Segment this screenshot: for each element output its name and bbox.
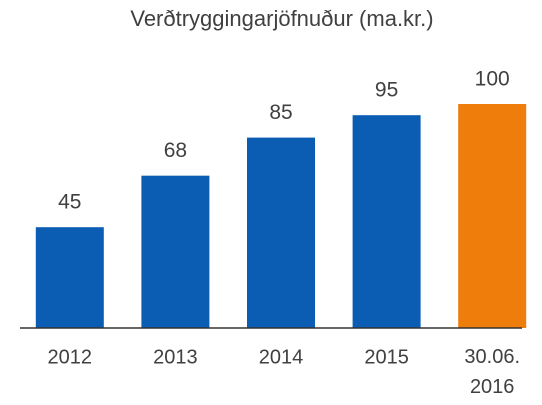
x-tick-label: 30.06. 2016 [464, 346, 520, 398]
data-label: 45 [58, 191, 81, 214]
x-tick-label: 2012 [48, 346, 93, 368]
bar [458, 104, 527, 328]
bar [141, 175, 210, 328]
data-label: 68 [164, 139, 187, 162]
x-tick-label: 2014 [259, 346, 304, 368]
bar [247, 137, 315, 328]
data-label: 95 [375, 79, 398, 102]
chart-title: Verðtryggingarjöfnuður (ma.kr.) [130, 6, 433, 31]
data-label: 100 [475, 68, 510, 91]
bar [35, 227, 104, 328]
data-label: 85 [269, 101, 292, 124]
x-tick-label: 2015 [364, 346, 409, 368]
bar [352, 115, 421, 328]
x-tick-label: 2013 [153, 346, 198, 368]
